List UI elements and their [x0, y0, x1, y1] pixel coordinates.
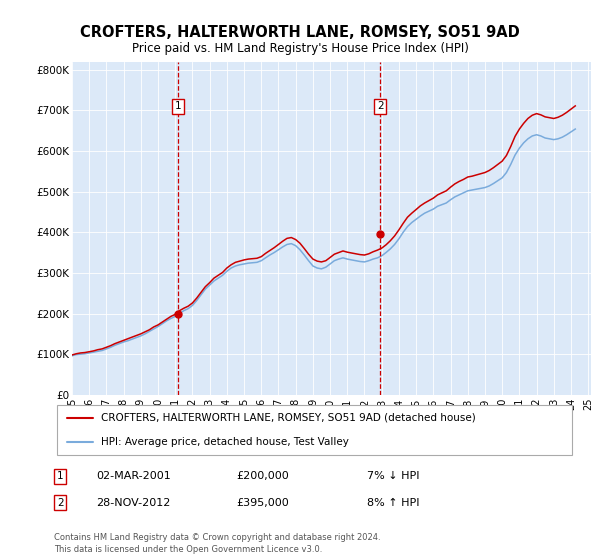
Text: 7% ↓ HPI: 7% ↓ HPI — [367, 472, 420, 482]
FancyBboxPatch shape — [56, 405, 572, 455]
Text: £395,000: £395,000 — [236, 498, 289, 508]
Text: 1: 1 — [175, 101, 181, 111]
Text: 8% ↑ HPI: 8% ↑ HPI — [367, 498, 420, 508]
Text: CROFTERS, HALTERWORTH LANE, ROMSEY, SO51 9AD (detached house): CROFTERS, HALTERWORTH LANE, ROMSEY, SO51… — [101, 413, 476, 423]
Text: 2: 2 — [57, 498, 64, 508]
Text: £200,000: £200,000 — [236, 472, 289, 482]
Text: 28-NOV-2012: 28-NOV-2012 — [96, 498, 170, 508]
Text: HPI: Average price, detached house, Test Valley: HPI: Average price, detached house, Test… — [101, 437, 349, 447]
Text: 02-MAR-2001: 02-MAR-2001 — [96, 472, 170, 482]
Text: Price paid vs. HM Land Registry's House Price Index (HPI): Price paid vs. HM Land Registry's House … — [131, 42, 469, 55]
Text: 2: 2 — [377, 101, 383, 111]
Text: CROFTERS, HALTERWORTH LANE, ROMSEY, SO51 9AD: CROFTERS, HALTERWORTH LANE, ROMSEY, SO51… — [80, 25, 520, 40]
Text: Contains HM Land Registry data © Crown copyright and database right 2024.
This d: Contains HM Land Registry data © Crown c… — [54, 533, 380, 554]
Text: 1: 1 — [57, 472, 64, 482]
